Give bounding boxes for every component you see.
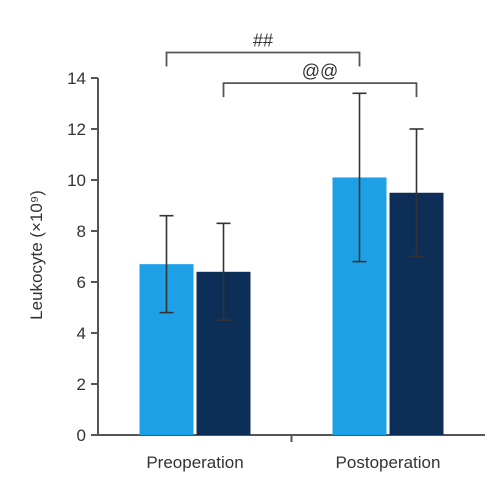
bars [139,177,444,435]
y-tick-label: 2 [77,375,86,394]
significance-label: ## [253,31,273,51]
y-tick-label: 0 [77,426,86,445]
y-axis-title: Leukocyte (×10⁹) [27,190,46,320]
y-axis: 0 2 4 6 8 10 12 14 [67,69,99,445]
x-category-label: Postoperation [336,453,441,472]
y-tick-label: 6 [77,273,86,292]
x-category-label: Preoperation [146,453,243,472]
significance-brackets: ## @@ [165,31,418,98]
y-tick-label: 4 [77,324,86,343]
y-tick-label: 12 [67,120,86,139]
y-tick-label: 10 [67,171,86,190]
x-axis: Preoperation Postoperation [98,434,485,472]
significance-label: @@ [302,61,339,81]
significance-bracket [222,82,418,98]
y-tick-label: 14 [67,69,86,88]
y-tick-label: 8 [77,222,86,241]
error-bars [159,92,424,322]
significance-bracket [165,51,361,67]
